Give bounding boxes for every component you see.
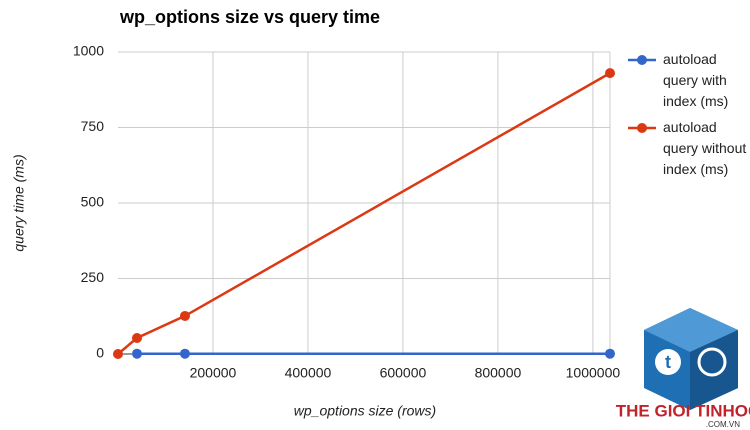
data-point: [605, 68, 615, 79]
watermark-brand: THE GIOI TINHOC: [616, 401, 750, 420]
y-tick-label: 500: [81, 194, 105, 210]
legend-marker: [637, 123, 647, 133]
data-point: [179, 348, 190, 359]
svg-text:t: t: [665, 352, 671, 372]
legend-label: autoload query without index (ms): [663, 119, 747, 177]
legend-item: autoload query with index (ms): [663, 51, 729, 109]
y-axis-label: query time (ms): [11, 154, 27, 251]
y-tick-label: 1000: [73, 43, 104, 59]
legend-item: autoload query without index (ms): [663, 119, 747, 177]
x-tick-label: 400000: [285, 365, 332, 381]
y-tick-label: 250: [81, 269, 105, 285]
watermark-logo: t: [644, 308, 738, 410]
x-tick-label: 600000: [380, 365, 427, 381]
data-point: [605, 348, 615, 359]
legend-marker: [637, 55, 647, 65]
watermark-domain: .COM.VN: [706, 420, 740, 429]
x-tick-label: 800000: [475, 365, 522, 381]
y-tick-label: 0: [96, 345, 104, 361]
x-axis-label: wp_options size (rows): [294, 403, 436, 419]
data-point: [179, 310, 190, 321]
series-line: [117, 72, 611, 355]
y-tick-label: 750: [81, 118, 105, 134]
chart-title: wp_options size vs query time: [119, 7, 380, 27]
data-point: [113, 349, 123, 359]
x-tick-label: 1000000: [566, 365, 621, 381]
data-point: [131, 332, 142, 343]
data-point: [131, 348, 142, 359]
x-tick-label: 200000: [190, 365, 237, 381]
legend-label: autoload query with index (ms): [663, 51, 729, 109]
